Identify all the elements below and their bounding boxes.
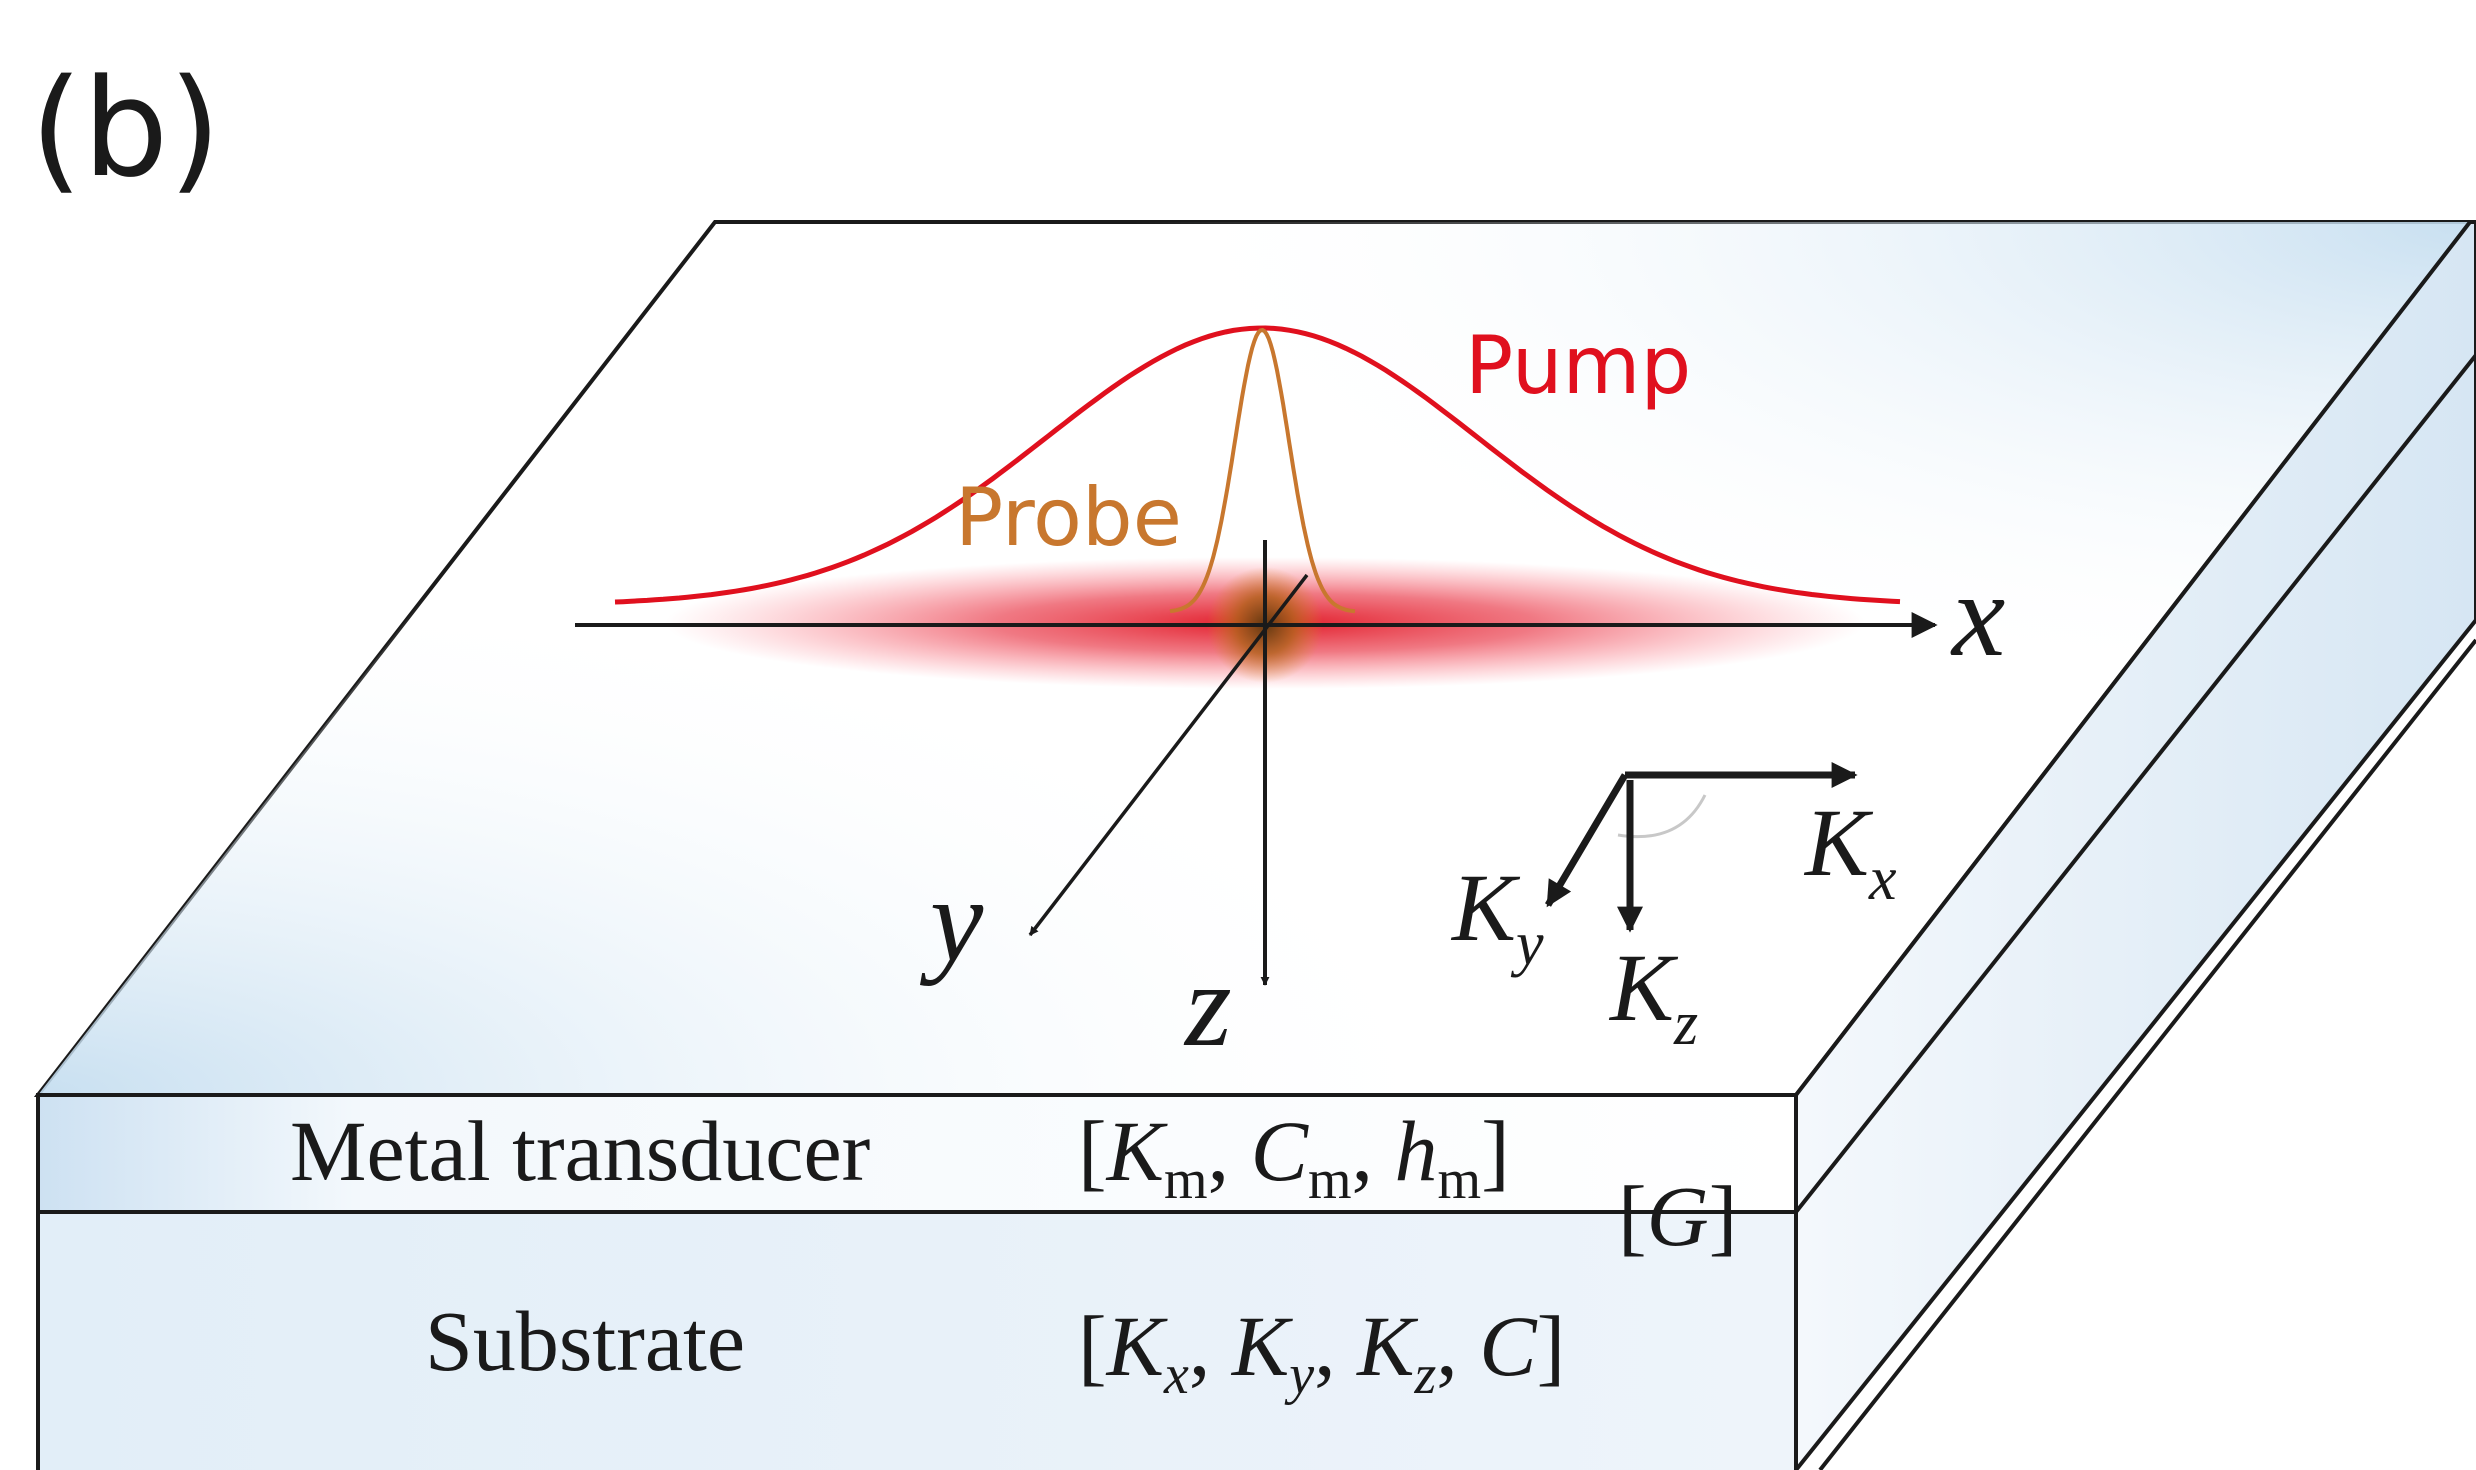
transducer-prop-0: K	[1105, 1103, 1169, 1199]
conductivity-axes	[1544, 762, 1858, 933]
substrate-prop-3: C	[1479, 1298, 1538, 1394]
substrate-prop-2: K	[1355, 1298, 1419, 1394]
transducer-prop-1: C	[1251, 1103, 1310, 1199]
pump-profile-curve	[614, 325, 1901, 605]
substrate-layer	[36, 1210, 1798, 1470]
probe-label: Probe	[955, 471, 1182, 564]
substrate-prop-1: K	[1230, 1298, 1294, 1394]
transducer-prop-2: h	[1395, 1103, 1438, 1199]
ky-label: Ky	[1450, 854, 1544, 978]
substrate-prop-0: K	[1105, 1298, 1169, 1394]
transducer-properties: [Km​, Cm​, hm​]	[1078, 1103, 1510, 1211]
substrate-properties: [Kx​, Ky​, Kz​, C]	[1078, 1298, 1565, 1406]
probe-profile-curve	[1169, 327, 1356, 614]
ky-subscript: y	[1510, 910, 1544, 978]
transducer-name: Metal transducer	[290, 1103, 870, 1199]
kx-label: Kx	[1803, 789, 1897, 913]
panel-label: (b)	[30, 50, 221, 207]
slab-right-bevel-line	[1818, 638, 2476, 1470]
y-axis-arrow	[1028, 573, 1309, 937]
x-axis-label: x	[1950, 548, 2005, 681]
metal-transducer-layer	[36, 1093, 1798, 1214]
substrate-name: Substrate	[425, 1293, 745, 1389]
slab-right-face	[1794, 220, 2476, 1470]
pump-label: Pump	[1465, 319, 1691, 412]
kx-subscript: x	[1868, 845, 1897, 913]
kz-label: Kz	[1608, 934, 1698, 1058]
ky-axis-arrow	[1544, 773, 1629, 908]
y-axis-label: y	[919, 853, 984, 986]
slab-right-interface-line	[1794, 353, 2476, 1214]
z-axis-label: z	[1183, 938, 1232, 1071]
coordinate-axes	[575, 540, 1938, 986]
kz-subscript: z	[1673, 990, 1698, 1058]
interface-conductance-label: [G]	[1618, 1168, 1737, 1264]
slab	[33, 220, 2476, 1470]
